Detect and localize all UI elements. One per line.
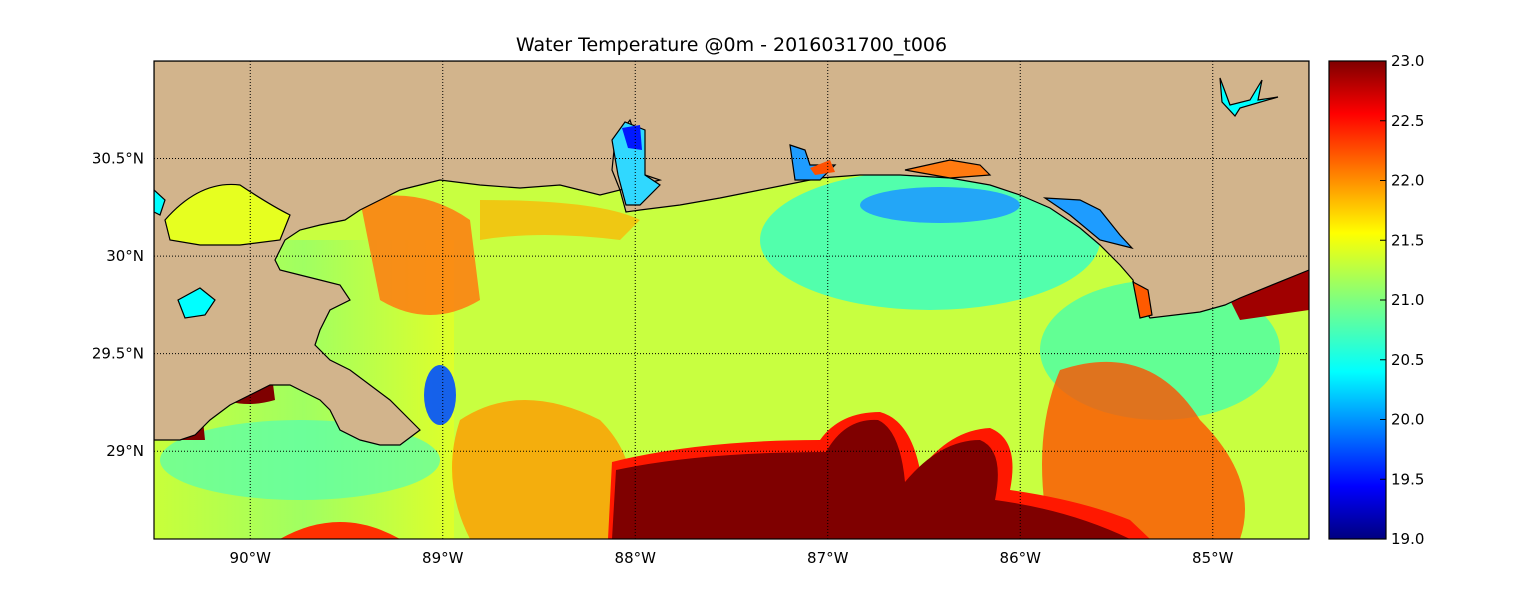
colorbar: 19.0 19.5 20.0 20.5 21.0 21.5 22.0 22.5 23.0	[1328, 52, 1424, 548]
colorbar-tick-label-7: 22.5	[1391, 112, 1424, 130]
colorbar-tick-label-4: 21.0	[1391, 291, 1424, 309]
loop-current-core	[612, 419, 1130, 539]
colorbar-tick-label-0: 19.0	[1391, 530, 1424, 548]
colorbar-tick-label-3: 20.5	[1391, 351, 1424, 369]
lon-tick-label-1: 89°W	[422, 549, 464, 567]
lon-tick-label-4: 86°W	[1000, 549, 1042, 567]
pensacola-bay-warm	[810, 160, 835, 175]
lat-tick-label-2: 29.5°N	[92, 345, 144, 363]
warm-spot-northeast	[1230, 270, 1309, 320]
lon-tick-label-2: 88°W	[615, 549, 657, 567]
graticule	[154, 61, 1309, 539]
choctawhatchee-bay	[904, 159, 992, 179]
lon-tick-label-0: 90°W	[230, 549, 272, 567]
mobile-bay-cold-core	[622, 125, 642, 150]
warm-band-west-coast	[360, 195, 480, 315]
lon-tick-label-5: 85°W	[1192, 549, 1234, 567]
colorbar-tick-label-2: 20.0	[1391, 411, 1424, 429]
lat-tick-label-1: 30°N	[106, 247, 144, 265]
mobile-bay	[611, 121, 661, 206]
map-plot-area	[154, 61, 1309, 539]
lon-tick-label-3: 87°W	[807, 549, 849, 567]
cold-plume-delta	[424, 365, 456, 425]
lake-pontchartrain	[164, 183, 291, 246]
colorbar-tick-label-6: 22.0	[1391, 172, 1424, 190]
map-title: Water Temperature @0m - 2016031700_t006	[515, 34, 948, 56]
colorbar-ticks: 19.0 19.5 20.0 20.5 21.0 21.5 22.0 22.5 23.0	[1380, 52, 1424, 548]
latitude-ticks: 30.5°N 30°N 29.5°N 29°N	[92, 150, 144, 461]
colorbar-tick-label-1: 19.5	[1391, 470, 1424, 488]
warm-band-mobile	[480, 200, 640, 240]
longitude-ticks: 90°W 89°W 88°W 87°W 86°W 85°W	[230, 549, 1234, 567]
lat-tick-label-3: 29°N	[106, 442, 144, 460]
lat-tick-label-0: 30.5°N	[92, 150, 144, 168]
lake-salvador	[177, 287, 216, 319]
colorbar-tick-label-8: 23.0	[1391, 52, 1424, 70]
warm-swirl-west	[452, 400, 632, 539]
inland-lake-northeast	[1219, 77, 1279, 117]
warm-spot-southwest	[280, 522, 400, 539]
cool-patch-coast	[860, 187, 1020, 223]
st-andrew-bay	[1042, 197, 1134, 250]
warm-swirl-east	[1042, 361, 1245, 539]
colorbar-tick-label-5: 21.5	[1391, 231, 1424, 249]
map-frame	[153, 60, 1310, 540]
lake-maurepas	[154, 189, 166, 216]
colorbar-gradient	[1329, 61, 1386, 539]
st-joseph-bay	[1132, 280, 1153, 319]
